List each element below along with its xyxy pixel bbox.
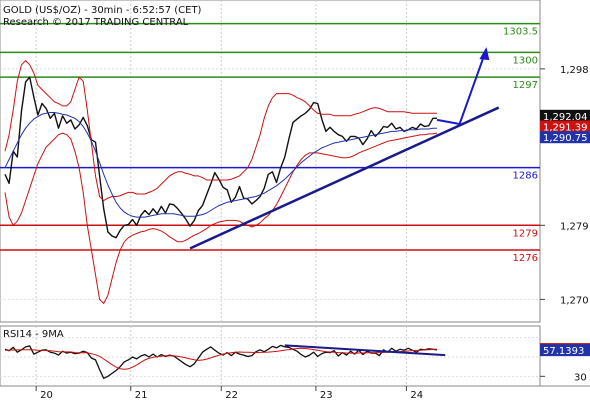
chart-title: GOLD (US$/OZ) - 30min - 6:52:57 (CET) [3,5,202,16]
price-tag-bg-2 [540,131,590,144]
price-tag-label-0: 1,292.04 [543,112,588,123]
price-tag-bg-0 [540,109,590,122]
rsi-trendline [284,344,446,357]
x-tick-label-0: 20 [40,390,53,400]
price-tag-label-1: 1,291.39 [543,123,588,134]
rsi-tag-label-1: 57.1393 [543,346,584,357]
price-series-group [4,60,438,304]
price-tick-label-2: 1,298 [560,65,589,76]
series-bollinger_lower [4,132,438,304]
price-tag-bg-1 [540,120,590,133]
support-resistance-levels: 1303.5 1300 1297 1286 1279 1276 [0,22,540,264]
price-tick-label-1: 1,279 [560,221,589,232]
x-tick-label-4: 24 [410,390,423,400]
series-price [4,76,437,239]
rsi-grid [0,326,540,386]
support-trendline [189,106,500,250]
level-label-2: 1297 [513,80,538,91]
axes-labels: 1,270 1,279 1,298 30 20 21 22 23 24 [35,65,589,400]
rsi-tick-label-0: 30 [574,372,587,383]
chart-subtitle: Research © 2017 TRADING CENTRAL [3,17,189,28]
price-annotations [189,47,500,250]
series-moving_average [4,112,437,218]
x-tick-label-3: 23 [320,390,333,400]
level-label-0: 1303.5 [503,27,538,38]
price-tag-label-2: 1,290.75 [543,133,588,144]
value-tags: 1,292.041,291.391,290.7558.182857.1393 [540,109,590,357]
level-label-1: 1300 [513,55,538,66]
rsi-panel-label: RSI14 - 9MA [3,329,64,340]
x-tick-label-2: 22 [225,390,238,400]
price-tick-label-0: 1,270 [560,295,589,306]
series-rsi_ma [5,347,438,370]
projection-path [436,48,488,125]
level-label-4: 1279 [513,228,538,239]
rsi-series-group [4,344,446,379]
projection-arrowhead [479,47,490,61]
price-panel-frame [0,0,541,323]
series-bollinger_upper [4,60,437,202]
rsi-tag-bg-1 [540,344,590,357]
level-label-3: 1286 [513,171,538,182]
level-label-5: 1276 [513,253,538,264]
x-tick-label-1: 21 [135,390,148,400]
